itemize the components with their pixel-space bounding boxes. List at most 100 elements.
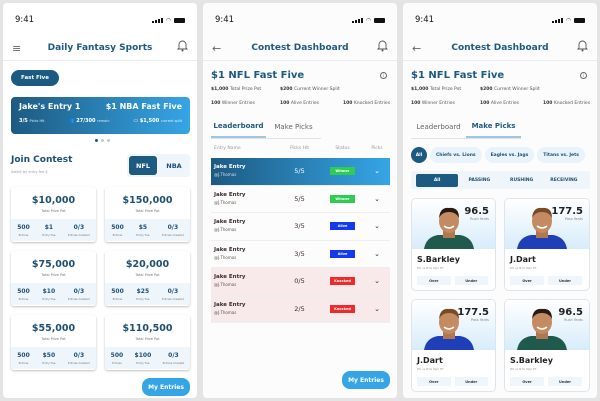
- chevron-down-icon[interactable]: ⌄: [374, 167, 380, 176]
- table-row[interactable]: Jake Entry @J.Thomas 3/5 Alive ⌄: [211, 241, 390, 268]
- stat-label: Alive Entries: [490, 101, 519, 106]
- prize-amount: $75,000: [31, 259, 76, 270]
- player-name: S.Barkley: [417, 255, 460, 264]
- over-button[interactable]: Over: [417, 377, 451, 386]
- column-header: Entry Name: [214, 146, 241, 151]
- table-row[interactable]: Jake Entry @J.Thomas 5/5 Winner ⌄: [211, 158, 390, 186]
- over-button[interactable]: Over: [510, 377, 544, 386]
- fast-five-filter[interactable]: Fast Five: [11, 70, 59, 86]
- contest-card[interactable]: $110,500 Total Prize Pot 500 Entries $100 Ent…: [105, 315, 190, 370]
- bell-icon[interactable]: [177, 39, 188, 52]
- stat-value: 500: [17, 287, 30, 295]
- tab-make-picks[interactable]: Make Picks: [274, 123, 313, 131]
- my-entries-button[interactable]: My Entries: [142, 378, 190, 396]
- toggle-nfl[interactable]: NFL: [129, 156, 157, 175]
- column-header: Status: [335, 146, 350, 151]
- stat-fee: $100 Entry Fee: [135, 352, 152, 365]
- carousel-dots[interactable]: [95, 139, 110, 142]
- my-entries-button[interactable]: My Entries: [342, 371, 390, 389]
- info-icon[interactable]: i: [580, 72, 587, 79]
- over-button[interactable]: Over: [417, 276, 451, 285]
- stat-label: Entries: [112, 296, 123, 301]
- stat-entries: 500 Entries: [111, 288, 124, 301]
- status-bar: 9:41 ◠: [15, 14, 185, 26]
- page-title: Contest Dashboard: [251, 42, 349, 53]
- under-button[interactable]: Under: [454, 276, 488, 285]
- prize-label: Total Prize Pot: [41, 209, 66, 213]
- player-card[interactable]: 177.5 Pass Yards J.Dart Phi vs NYG 8pm ET Ov…: [504, 198, 590, 291]
- battery-icon: [174, 17, 185, 23]
- chevron-down-icon[interactable]: ⌄: [374, 222, 380, 231]
- table-header: Entry Name Picks Hit Status Picks: [211, 146, 390, 151]
- prize-label: Total Prize Pot: [41, 273, 66, 277]
- category-tab[interactable]: RECEIVING: [550, 177, 578, 183]
- over-under: Over Under: [505, 371, 589, 386]
- stat-label: Total Prize Pot: [429, 87, 462, 92]
- stat-entries: 500 Entries: [17, 224, 30, 237]
- contest-stats: 500 Entries $50 Entry Fee 0/3 Entries Created: [11, 347, 96, 369]
- under-button[interactable]: Under: [548, 276, 582, 285]
- toggle-nba[interactable]: NBA: [166, 161, 182, 170]
- hamburger-icon[interactable]: ≡: [12, 42, 22, 55]
- stat-label: Current Winner Split: [293, 87, 340, 92]
- contest-card[interactable]: $75,000 Total Prize Pot 500 Entries $10 Entry…: [11, 251, 96, 306]
- entry-user: @J.Thomas: [214, 309, 237, 315]
- table-row[interactable]: Jake Entry @J.Thomas 0/5 Knocked ⌄: [211, 268, 390, 296]
- table-row[interactable]: Jake Entry @J.Thomas 3/5 Alive ⌄: [211, 213, 390, 241]
- stat-value: $200: [480, 87, 493, 92]
- stat-value: $1,000: [411, 87, 429, 92]
- under-button[interactable]: Under: [454, 377, 488, 386]
- tab-leaderboard[interactable]: Leaderboard: [416, 123, 461, 131]
- contest-card[interactable]: $10,000 Total Prize Pot 500 Entries $1 Entry …: [11, 187, 96, 242]
- status-cell: Winner: [321, 167, 364, 176]
- contest-card[interactable]: $20,000 Total Prize Pot 500 Entries $25 Entry…: [105, 251, 190, 306]
- prize-amount: $150,000: [122, 195, 173, 206]
- stat-created: 0/3 Entries Created: [163, 352, 185, 365]
- chevron-down-icon[interactable]: ⌄: [374, 194, 380, 203]
- signal-icon: [351, 17, 363, 23]
- contest-card[interactable]: $150,000 Total Prize Pot 500 Entries $5 Entry…: [105, 187, 190, 242]
- stat-value: $50: [42, 351, 56, 359]
- page-title: Contest Dashboard: [451, 42, 549, 53]
- table-row[interactable]: Jake Entry @J.Thomas 5/5 Winner ⌄: [211, 186, 390, 213]
- game-chip[interactable]: Chiefs vs. Lions: [430, 147, 482, 163]
- prize-amount: $20,000: [125, 259, 170, 270]
- contest-card[interactable]: $55,000 Total Prize Pot 500 Entries $50 Entry…: [11, 315, 96, 370]
- player-card[interactable]: 96.5 Rush Yards S.Barkley Phi vs NYG 8pm ET…: [411, 198, 496, 291]
- over-under: Over Under: [412, 371, 495, 386]
- player-line: 177.5 Pass Yards: [551, 206, 583, 221]
- category-tab[interactable]: All: [416, 173, 459, 187]
- game-chip[interactable]: Eagles vs. Jags: [484, 147, 535, 163]
- under-button[interactable]: Under: [548, 377, 582, 386]
- chevron-down-icon[interactable]: ⌄: [374, 277, 380, 286]
- picks-hit: 3/5: [19, 118, 28, 124]
- tab-leaderboard[interactable]: Leaderboard: [211, 116, 266, 138]
- bell-icon[interactable]: [577, 39, 588, 52]
- chevron-down-icon[interactable]: ⌄: [374, 304, 380, 313]
- stat-created: 0/3 Entries Created: [68, 224, 90, 237]
- game-chip[interactable]: Titans vs. Jets: [537, 147, 585, 163]
- stat-value: 500: [110, 351, 124, 359]
- category-tab[interactable]: RUSHING: [509, 177, 534, 183]
- bell-icon[interactable]: [377, 39, 388, 52]
- active-entry-card[interactable]: Jake's Entry 1 $1 NBA Fast Five 3/5 Picks…: [11, 97, 190, 134]
- game-info: Phi vs NYG 8pm ET: [417, 266, 444, 270]
- chevron-down-icon[interactable]: ⌄: [374, 249, 380, 258]
- game-chip[interactable]: All: [411, 147, 427, 163]
- over-button[interactable]: Over: [510, 276, 544, 285]
- prize-label: Total Prize Pot: [135, 209, 160, 213]
- stat-created: 0/3 Entries Created: [162, 224, 184, 237]
- player-card[interactable]: 177.5 Pass Yards J.Dart Phi vs NYG 8pm ET Ov…: [411, 299, 496, 392]
- table-row[interactable]: Jake Entry @J.Thomas 2/5 Knocked ⌄: [211, 295, 390, 323]
- tab-make-picks[interactable]: Make Picks: [466, 116, 521, 138]
- over-under: Over Under: [412, 270, 495, 285]
- prize-amount: $110,500: [122, 323, 173, 334]
- player-card[interactable]: 96.5 Rush Yards S.Barkley Phi vs NYG 8pm ET…: [504, 299, 590, 392]
- info-icon[interactable]: i: [380, 72, 387, 79]
- category-tab[interactable]: PASSING: [468, 177, 491, 183]
- player-line: 96.5 Rush Yards: [464, 206, 489, 221]
- stat-label: Entries: [18, 296, 29, 301]
- back-arrow-icon[interactable]: ←: [412, 42, 422, 55]
- back-arrow-icon[interactable]: ←: [212, 42, 222, 55]
- stat-label: Entries Created: [162, 360, 185, 365]
